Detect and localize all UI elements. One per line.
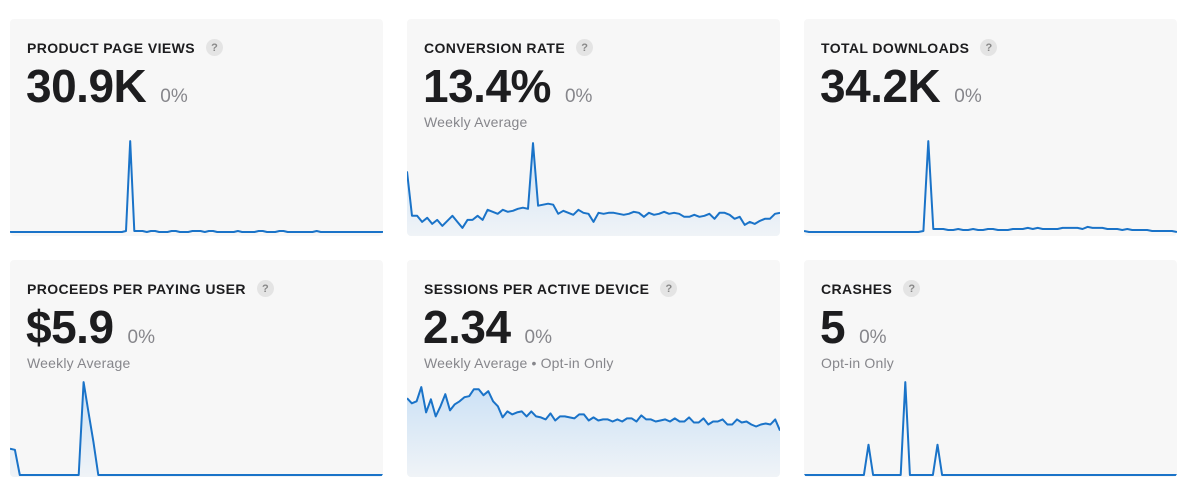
card-header: CRASHES ? <box>821 280 921 297</box>
metric-subtitle: Weekly Average <box>424 114 527 130</box>
card-title: CONVERSION RATE <box>424 39 566 56</box>
help-icon[interactable]: ? <box>205 39 223 56</box>
metric-subtitle: Weekly Average <box>27 355 130 371</box>
help-icon[interactable]: ? <box>576 39 594 56</box>
metric-subtitle: Weekly Average • Opt-in Only <box>424 355 614 371</box>
sparkline-line <box>804 141 1177 232</box>
metric-card-product-page-views[interactable]: PRODUCT PAGE VIEWS ? 30.9K 0% <box>10 19 383 236</box>
sparkline-chart <box>804 131 1177 236</box>
card-header: CONVERSION RATE ? <box>424 39 594 56</box>
sparkline-line <box>10 382 383 475</box>
metric-card-conversion-rate[interactable]: CONVERSION RATE ? 13.4% 0% Weekly Averag… <box>407 19 780 236</box>
metric-card-crashes[interactable]: CRASHES ? 5 0% Opt-in Only <box>804 260 1177 477</box>
subtitle-text: Opt-in Only <box>821 355 894 371</box>
value-row: 30.9K 0% <box>26 59 188 113</box>
card-title: SESSIONS PER ACTIVE DEVICE <box>424 280 650 297</box>
metric-value: 30.9K <box>26 60 147 112</box>
sparkline-chart <box>10 372 383 477</box>
sparkline-chart <box>407 372 780 477</box>
metric-value: 5 <box>820 301 846 353</box>
metric-delta: 0% <box>127 327 155 348</box>
sparkline-line <box>804 382 1177 475</box>
value-row: 2.34 0% <box>423 300 552 354</box>
subtitle-text: Weekly Average <box>27 355 131 371</box>
help-icon[interactable]: ? <box>903 280 921 297</box>
metric-value: 2.34 <box>423 301 511 353</box>
metric-delta: 0% <box>524 327 552 348</box>
metric-delta: 0% <box>954 86 982 107</box>
sparkline-chart <box>407 131 780 236</box>
metric-delta: 0% <box>859 327 887 348</box>
value-row: 13.4% 0% <box>423 59 592 113</box>
metric-card-sessions-per-active-device[interactable]: SESSIONS PER ACTIVE DEVICE ? 2.34 0% Wee… <box>407 260 780 477</box>
card-header: SESSIONS PER ACTIVE DEVICE ? <box>424 280 678 297</box>
metric-card-total-downloads[interactable]: TOTAL DOWNLOADS ? 34.2K 0% <box>804 19 1177 236</box>
sparkline-chart <box>10 131 383 236</box>
card-title: TOTAL DOWNLOADS <box>821 39 970 56</box>
metric-delta: 0% <box>160 86 188 107</box>
metric-value: 13.4% <box>423 60 551 112</box>
help-icon[interactable]: ? <box>660 280 678 297</box>
help-icon[interactable]: ? <box>980 39 998 56</box>
metric-value: $5.9 <box>26 301 114 353</box>
metric-delta: 0% <box>564 86 593 107</box>
card-header: TOTAL DOWNLOADS ? <box>821 39 998 56</box>
card-title: PROCEEDS PER PAYING USER <box>27 280 246 297</box>
value-row: $5.9 0% <box>26 300 155 354</box>
card-header: PRODUCT PAGE VIEWS ? <box>27 39 223 56</box>
subtitle-text: Weekly Average <box>424 114 528 130</box>
sparkline-area <box>10 382 383 477</box>
metric-card-proceeds-per-paying-user[interactable]: PROCEEDS PER PAYING USER ? $5.9 0% Weekl… <box>10 260 383 477</box>
value-row: 5 0% <box>820 300 887 354</box>
help-icon[interactable]: ? <box>256 280 274 297</box>
card-header: PROCEEDS PER PAYING USER ? <box>27 280 274 297</box>
value-row: 34.2K 0% <box>820 59 982 113</box>
subtitle-text: Weekly Average <box>424 355 528 371</box>
separator-dot: • <box>531 355 537 371</box>
metric-subtitle: Opt-in Only <box>821 355 894 371</box>
sparkline-chart <box>804 372 1177 477</box>
card-title: PRODUCT PAGE VIEWS <box>27 39 195 56</box>
sparkline-line <box>407 387 780 431</box>
sparkline-line <box>10 141 383 232</box>
sparkline-line <box>407 143 780 228</box>
subtitle-extra: Opt-in Only <box>540 355 614 371</box>
metric-value: 34.2K <box>820 60 941 112</box>
card-title: CRASHES <box>821 280 893 297</box>
sparkline-area <box>407 387 780 477</box>
